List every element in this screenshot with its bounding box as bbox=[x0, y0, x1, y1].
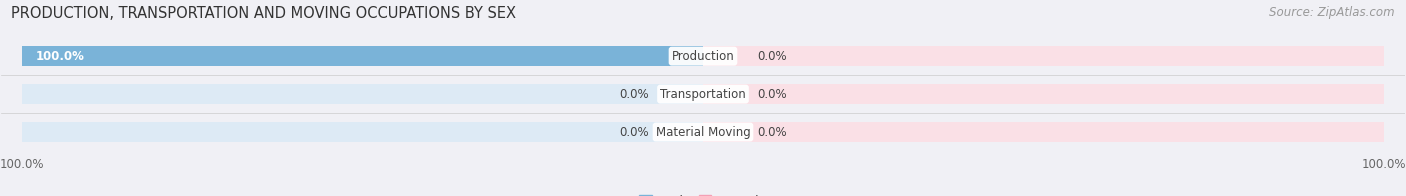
Bar bbox=[22, 46, 703, 66]
Bar bbox=[22, 122, 703, 142]
Text: 0.0%: 0.0% bbox=[758, 50, 787, 63]
Text: 0.0%: 0.0% bbox=[758, 125, 787, 139]
Text: 0.0%: 0.0% bbox=[619, 88, 648, 101]
Bar bbox=[703, 84, 1384, 104]
Text: Material Moving: Material Moving bbox=[655, 125, 751, 139]
Bar bbox=[22, 46, 703, 66]
Text: 0.0%: 0.0% bbox=[619, 125, 648, 139]
Text: 0.0%: 0.0% bbox=[758, 88, 787, 101]
Bar bbox=[22, 84, 703, 104]
Text: PRODUCTION, TRANSPORTATION AND MOVING OCCUPATIONS BY SEX: PRODUCTION, TRANSPORTATION AND MOVING OC… bbox=[11, 6, 516, 21]
Bar bbox=[703, 122, 1384, 142]
Text: Transportation: Transportation bbox=[661, 88, 745, 101]
Bar bbox=[703, 46, 1384, 66]
Text: Source: ZipAtlas.com: Source: ZipAtlas.com bbox=[1270, 6, 1395, 19]
Legend: Male, Female: Male, Female bbox=[640, 195, 766, 196]
Text: Production: Production bbox=[672, 50, 734, 63]
Bar bbox=[22, 84, 1384, 104]
Text: 100.0%: 100.0% bbox=[35, 50, 84, 63]
Bar bbox=[22, 46, 1384, 66]
Bar bbox=[22, 122, 1384, 142]
